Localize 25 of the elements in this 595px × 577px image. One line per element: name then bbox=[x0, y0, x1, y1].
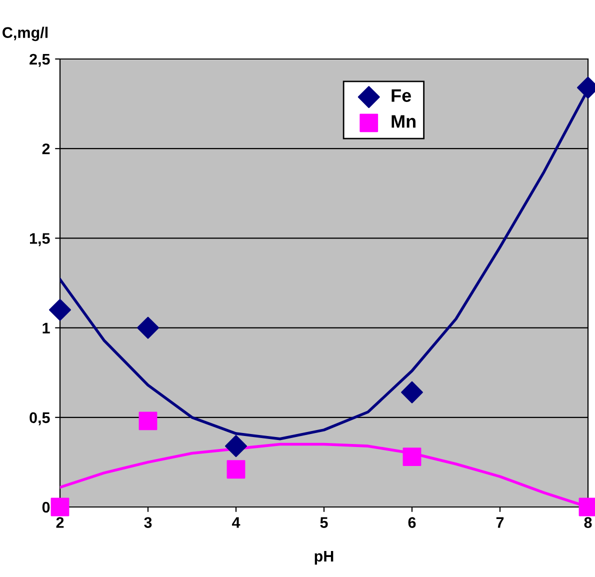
point bbox=[401, 381, 423, 404]
x-tick-label: 4 bbox=[232, 517, 240, 528]
point bbox=[138, 412, 158, 430]
x-tick-label: 2 bbox=[56, 517, 64, 528]
y-axis-title: C,mg/l bbox=[2, 26, 48, 42]
point bbox=[225, 435, 247, 458]
y-tick-label: 2,5 bbox=[30, 54, 50, 67]
point bbox=[402, 448, 422, 466]
point bbox=[137, 316, 159, 339]
point bbox=[49, 298, 71, 321]
x-axis-title: pH bbox=[314, 550, 334, 565]
x-tick-label: 6 bbox=[408, 517, 416, 528]
y-tick-label: 0 bbox=[42, 502, 50, 513]
x-tick-label: 8 bbox=[584, 517, 592, 528]
legend-label: Mn bbox=[392, 115, 416, 128]
legend-label: Fe bbox=[392, 89, 411, 102]
y-tick-label: 2 bbox=[42, 143, 50, 154]
y-tick-label: 1,5 bbox=[30, 233, 50, 246]
y-tick-label: 1 bbox=[42, 322, 50, 334]
x-tick-label: 3 bbox=[144, 517, 152, 528]
x-tick-label: 7 bbox=[496, 517, 504, 528]
point bbox=[226, 460, 246, 479]
point bbox=[50, 498, 70, 516]
x-tick-label: 5 bbox=[320, 517, 328, 528]
y-tick-label: 0,5 bbox=[30, 412, 50, 426]
